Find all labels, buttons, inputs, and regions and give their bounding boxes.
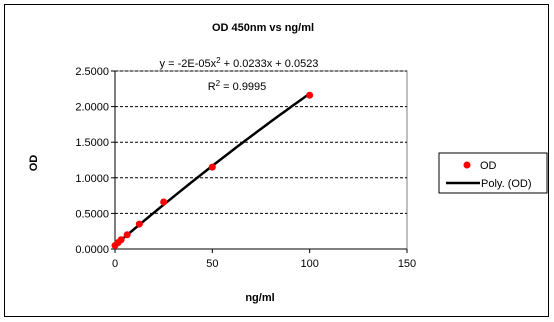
legend: OD Poly. (OD) [438, 152, 548, 194]
legend-label-od: OD [480, 160, 497, 172]
data-point-od [123, 231, 131, 239]
chart-title: OD 450nm vs ng/ml [212, 22, 314, 34]
data-point-od [135, 220, 143, 228]
y-tick-label: 2.5000 [75, 66, 109, 78]
x-tick-label: 0 [112, 258, 118, 270]
legend-label-poly-od: Poly. (OD) [481, 178, 532, 190]
y-axis-title: OD [28, 155, 40, 172]
data-point-od [306, 91, 314, 99]
r-squared-label: R2 = 0.9995 [208, 79, 267, 94]
plot-area [114, 70, 408, 250]
y-tick-label: 2.0000 [75, 102, 109, 114]
y-axis-ticks: 0.0000 0.5000 1.0000 1.5000 2.0000 2.5000 [75, 66, 115, 256]
y-tick-label: 1.0000 [75, 173, 109, 185]
legend-marker-od [463, 161, 471, 169]
data-point-od [117, 236, 125, 244]
data-point-od [160, 198, 168, 206]
trendline-equation: y = -2E-05x2 + 0.0233x + 0.0523 [160, 56, 319, 71]
x-tick-label: 50 [206, 258, 218, 270]
y-tick-label: 1.5000 [75, 137, 109, 149]
x-axis-title: ng/ml [245, 292, 274, 304]
series-od-points [111, 91, 314, 249]
y-tick-label: 0.5000 [75, 208, 109, 220]
chart-frame: OD 450nm vs ng/ml 0.0000 0.5000 1.0000 1.50… [4, 4, 549, 317]
y-tick-label: 0.0000 [75, 244, 109, 256]
legend-box [438, 152, 548, 194]
grid-lines [115, 70, 407, 214]
x-axis-ticks: 0 50 100 150 [112, 249, 416, 270]
x-tick-label: 100 [300, 258, 318, 270]
x-tick-label: 150 [398, 258, 416, 270]
data-point-od [208, 163, 216, 171]
chart-svg: OD 450nm vs ng/ml 0.0000 0.5000 1.0000 1.50… [28, 22, 548, 304]
